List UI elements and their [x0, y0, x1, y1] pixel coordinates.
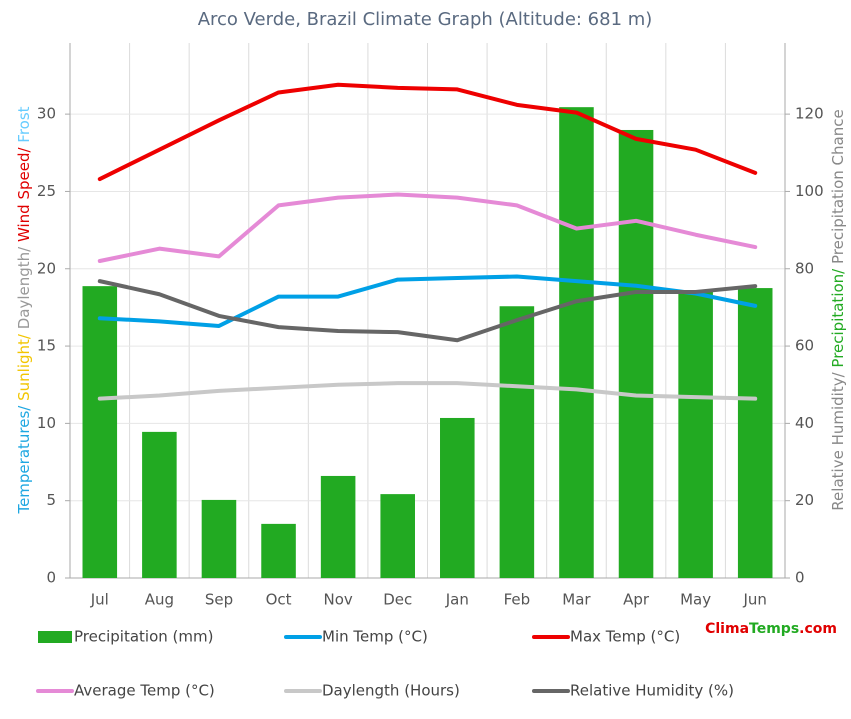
y-axis-title-part: Sunlight/ — [15, 333, 33, 406]
watermark-part: Temps — [749, 621, 799, 637]
legend-label: Daylength (Hours) — [322, 682, 460, 700]
x-tick-label: Mar — [562, 591, 591, 609]
x-tick-label: Nov — [323, 591, 352, 609]
bar — [559, 107, 594, 579]
watermark: ClimaTemps.com — [705, 621, 837, 637]
x-tick-label: Feb — [504, 591, 531, 609]
bar — [678, 290, 713, 578]
y2-tick-label: 20 — [795, 491, 814, 509]
line — [97, 381, 758, 401]
y2-axis-title-part: Relative Humidity/ — [829, 371, 847, 510]
x-tick-label: Jan — [445, 591, 469, 609]
y-axis-title-part: Wind Speed/ — [15, 147, 33, 247]
bar — [737, 288, 773, 578]
bar — [499, 306, 535, 578]
bar — [201, 499, 237, 578]
y2-tick-label: 60 — [795, 337, 814, 355]
bar — [261, 523, 296, 578]
y-tick-label: 20 — [37, 259, 56, 277]
legend-label: Precipitation (mm) — [74, 628, 213, 646]
legend-label: Average Temp (°C) — [74, 682, 215, 700]
bar — [142, 431, 177, 578]
y2-tick-label: 100 — [795, 182, 824, 200]
y2-tick-label: 120 — [795, 105, 824, 123]
bar — [618, 129, 654, 579]
x-tick-label: Aug — [145, 591, 174, 609]
bar — [320, 475, 356, 578]
watermark-part: Clima — [705, 621, 749, 637]
chart-title: Arco Verde, Brazil Climate Graph (Altitu… — [198, 9, 653, 30]
legend-label: Min Temp (°C) — [322, 628, 428, 646]
y-axis-title-part: Temperatures/ — [15, 405, 33, 515]
line — [97, 82, 758, 182]
y-tick-label: 25 — [37, 182, 56, 200]
x-tick-label: Apr — [623, 591, 650, 609]
x-tick-label: May — [680, 591, 711, 609]
legend-label: Relative Humidity (%) — [570, 682, 734, 700]
watermark-part: .com — [799, 621, 837, 637]
y-tick-label: 10 — [37, 414, 56, 432]
line — [97, 192, 758, 264]
x-tick-label: Oct — [266, 591, 292, 609]
line — [97, 274, 758, 328]
y-tick-label: 15 — [37, 337, 56, 355]
y-axis-title: Temperatures/ Sunlight/ Daylength/ Wind … — [15, 106, 33, 514]
y-axis-title-part: Daylength/ — [15, 246, 33, 334]
bar — [380, 494, 415, 578]
bar — [440, 417, 475, 578]
legend-label: Max Temp (°C) — [570, 628, 680, 646]
y-axis-title-part: Frost — [15, 106, 33, 147]
y-tick-label: 30 — [37, 105, 56, 123]
x-tick-label: Jul — [90, 591, 109, 609]
bar — [82, 286, 118, 578]
line — [97, 279, 758, 343]
x-tick-label: Dec — [383, 591, 412, 609]
y-tick-label: 5 — [46, 491, 56, 509]
x-tick-label: Jun — [742, 591, 766, 609]
y2-tick-label: 40 — [795, 414, 814, 432]
legend-swatch — [38, 631, 72, 643]
y-tick-label: 0 — [46, 569, 56, 587]
y2-axis-title-part: Precipitation Chance — [829, 109, 847, 268]
y2-axis-title: Relative Humidity/ Precipitation/ Precip… — [829, 109, 847, 510]
y2-tick-label: 80 — [795, 259, 814, 277]
x-tick-label: Sep — [205, 591, 233, 609]
y2-tick-label: 0 — [795, 569, 805, 587]
y2-axis-title-part: Precipitation/ — [829, 268, 847, 373]
